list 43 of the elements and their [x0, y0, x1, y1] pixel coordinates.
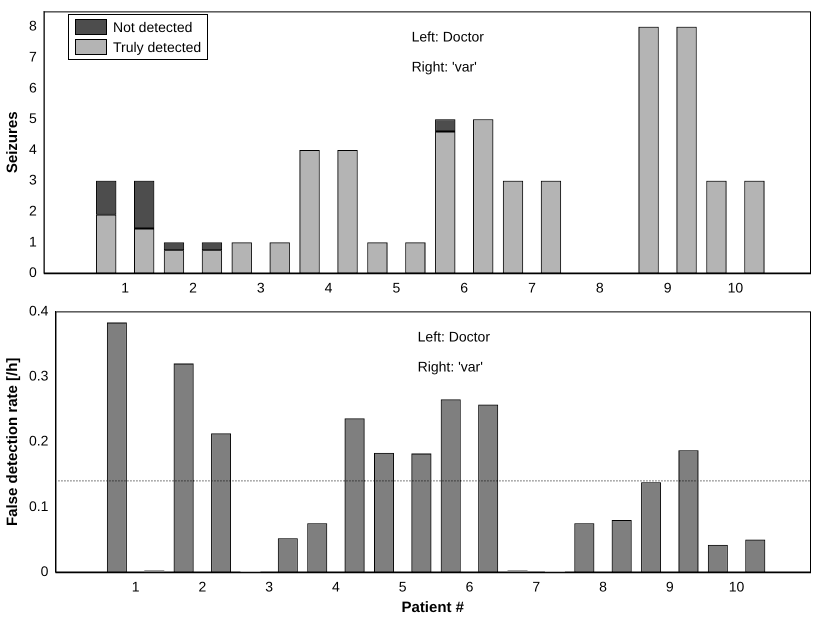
x-tick-label: 10 — [728, 279, 744, 296]
annotation: Left: Doctor — [412, 28, 484, 44]
y-tick-label: 0.4 — [28, 302, 49, 318]
x-tick-label: 3 — [256, 279, 265, 296]
x-tick-label: 7 — [528, 279, 536, 296]
y-tick-label: 0.3 — [28, 367, 49, 384]
y-tick-label: 7 — [28, 48, 37, 64]
x-tick-label: 4 — [324, 279, 333, 296]
y-tick-label: 0 — [28, 264, 37, 280]
x-tick-label: 6 — [466, 578, 474, 594]
x-tick-label: 9 — [666, 578, 674, 594]
y-tick-label: 3 — [28, 172, 37, 188]
y-axis-title: False detection rate [/h] — [4, 358, 22, 526]
x-tick-label: 8 — [599, 578, 608, 594]
x-tick-label: 6 — [460, 279, 468, 296]
y-tick-label: 1 — [28, 233, 37, 250]
y-tick-label: 0.1 — [28, 498, 49, 514]
y-tick-label: 6 — [28, 79, 37, 96]
y-tick-label: 0.2 — [28, 432, 49, 449]
y-tick-label: 4 — [28, 140, 37, 157]
x-axis-title: Patient # — [401, 599, 465, 616]
x-tick-label: 5 — [398, 578, 407, 594]
x-tick-label: 9 — [664, 279, 672, 296]
y-axis-title: Seizures — [4, 111, 22, 174]
annotation: Right: 'var' — [412, 58, 477, 74]
y-tick-label: 2 — [28, 202, 37, 218]
x-tick-label: 1 — [132, 578, 140, 594]
x-tick-label: 10 — [728, 578, 745, 594]
legend-label: Not detected — [113, 19, 192, 35]
annotation: Left: Doctor — [418, 328, 490, 344]
annotation: Right: 'var' — [418, 358, 483, 374]
x-tick-label: 7 — [532, 578, 540, 594]
x-tick-label: 1 — [121, 279, 130, 296]
y-tick-label: 8 — [28, 18, 37, 34]
x-tick-label: 8 — [596, 279, 604, 296]
legend-label: Truly detected — [113, 39, 202, 55]
x-tick-label: 3 — [265, 578, 274, 594]
x-tick-label: 4 — [332, 578, 340, 594]
x-tick-label: 2 — [189, 279, 198, 296]
y-tick-label: 0 — [40, 563, 49, 580]
x-tick-label: 5 — [392, 279, 400, 296]
x-tick-label: 2 — [198, 578, 206, 594]
y-tick-label: 5 — [28, 110, 37, 126]
